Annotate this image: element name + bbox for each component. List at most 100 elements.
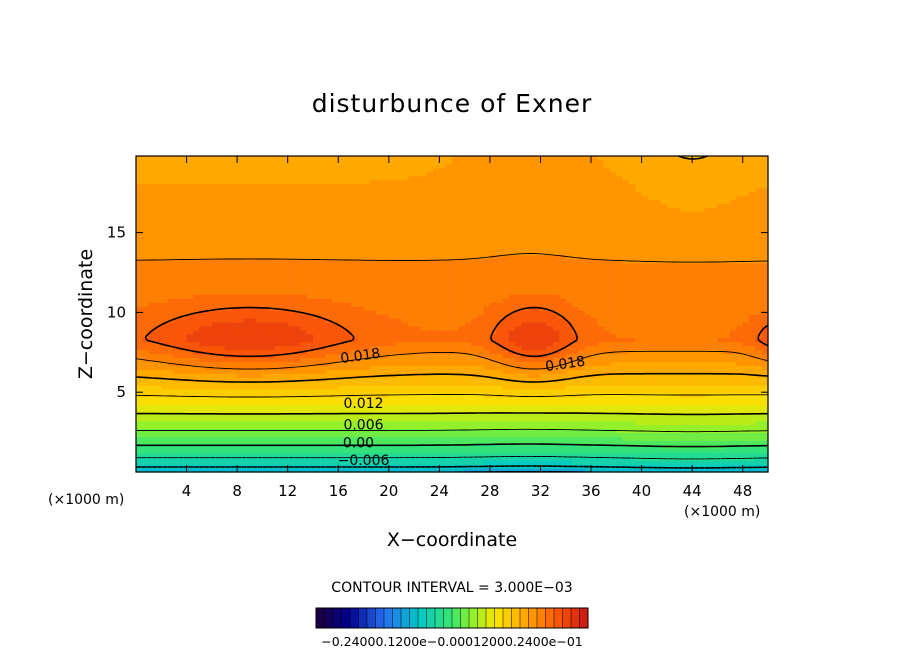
field-cell bbox=[357, 317, 365, 323]
field-cell bbox=[426, 436, 434, 441]
field-cell bbox=[148, 195, 156, 201]
field-cell bbox=[312, 254, 320, 260]
field-cell bbox=[294, 377, 301, 382]
field-cell bbox=[148, 223, 156, 228]
field-cell bbox=[496, 171, 504, 177]
field-cell bbox=[344, 436, 352, 441]
field-cell bbox=[338, 238, 346, 244]
field-cell bbox=[452, 290, 459, 295]
field-cell bbox=[470, 254, 478, 260]
field-cell bbox=[243, 159, 251, 165]
field-cell bbox=[344, 219, 352, 224]
field-cell bbox=[186, 321, 194, 327]
field-cell bbox=[256, 432, 263, 438]
field-cell bbox=[230, 246, 238, 252]
field-cell bbox=[420, 302, 428, 307]
field-cell bbox=[186, 424, 194, 430]
field-cell bbox=[395, 325, 403, 331]
field-cell bbox=[439, 373, 447, 378]
field-cell bbox=[508, 381, 516, 386]
field-cell bbox=[312, 452, 320, 457]
field-cell bbox=[180, 231, 188, 236]
field-cell bbox=[268, 183, 276, 189]
field-cell bbox=[401, 369, 409, 374]
field-cell bbox=[136, 219, 143, 224]
field-cell bbox=[388, 159, 396, 165]
field-cell bbox=[319, 329, 327, 335]
field-cell bbox=[439, 381, 447, 386]
field-cell bbox=[382, 361, 390, 366]
field-cell bbox=[388, 404, 396, 410]
field-cell bbox=[275, 468, 282, 473]
field-cell bbox=[496, 349, 504, 355]
field-cell bbox=[388, 219, 396, 224]
field-cell bbox=[414, 396, 421, 402]
field-cell bbox=[458, 468, 466, 473]
field-cell bbox=[338, 282, 346, 287]
field-cell bbox=[445, 361, 453, 366]
field-cell bbox=[161, 432, 169, 438]
field-cell bbox=[344, 187, 352, 193]
field-cell bbox=[211, 219, 219, 224]
field-cell bbox=[243, 175, 251, 181]
field-cell bbox=[452, 175, 459, 181]
field-cell bbox=[426, 377, 434, 382]
field-cell bbox=[420, 179, 428, 185]
field-cell bbox=[325, 183, 333, 189]
field-cell bbox=[287, 337, 295, 343]
field-cell bbox=[382, 195, 390, 201]
field-cell bbox=[287, 250, 295, 256]
field-cell bbox=[527, 444, 535, 449]
field-cell bbox=[344, 448, 352, 453]
field-cell bbox=[369, 266, 377, 272]
field-cell bbox=[211, 444, 219, 449]
field-cell bbox=[338, 325, 346, 331]
field-cell bbox=[470, 385, 478, 390]
field-cell bbox=[161, 400, 169, 406]
field-cell bbox=[192, 282, 200, 287]
field-cell bbox=[205, 266, 213, 272]
field-cell bbox=[154, 254, 162, 260]
field-cell bbox=[483, 385, 491, 390]
field-cell bbox=[294, 337, 301, 343]
field-cell bbox=[458, 321, 466, 327]
field-cell bbox=[489, 404, 497, 410]
field-cell bbox=[167, 250, 175, 256]
field-cell bbox=[173, 203, 181, 208]
field-cell bbox=[496, 175, 504, 181]
field-cell bbox=[426, 365, 434, 370]
field-cell bbox=[192, 404, 200, 410]
field-cell bbox=[180, 298, 188, 303]
field-cell bbox=[180, 444, 188, 449]
field-cell bbox=[470, 223, 478, 228]
field-cell bbox=[205, 223, 213, 228]
field-cell bbox=[477, 436, 485, 441]
field-cell bbox=[148, 456, 156, 461]
field-cell bbox=[470, 349, 478, 355]
field-cell bbox=[502, 436, 510, 441]
field-cell bbox=[218, 250, 226, 256]
field-cell bbox=[376, 223, 384, 228]
field-cell bbox=[136, 337, 143, 343]
field-cell bbox=[325, 337, 333, 343]
field-cell bbox=[477, 286, 485, 291]
field-cell bbox=[433, 227, 440, 232]
field-cell bbox=[407, 432, 415, 438]
field-cell bbox=[281, 314, 289, 319]
field-cell bbox=[357, 235, 365, 240]
field-cell bbox=[395, 333, 403, 339]
field-cell bbox=[161, 302, 169, 307]
field-cell bbox=[496, 270, 504, 276]
field-cell bbox=[211, 203, 219, 208]
field-cell bbox=[515, 345, 523, 351]
field-cell bbox=[287, 361, 295, 366]
field-cell bbox=[142, 385, 150, 390]
field-cell bbox=[395, 231, 403, 236]
field-cell bbox=[521, 179, 529, 185]
field-cell bbox=[161, 286, 169, 291]
field-cell bbox=[395, 179, 403, 185]
field-cell bbox=[363, 286, 371, 291]
field-cell bbox=[382, 187, 390, 193]
field-cell bbox=[148, 333, 156, 339]
field-cell bbox=[433, 187, 440, 193]
